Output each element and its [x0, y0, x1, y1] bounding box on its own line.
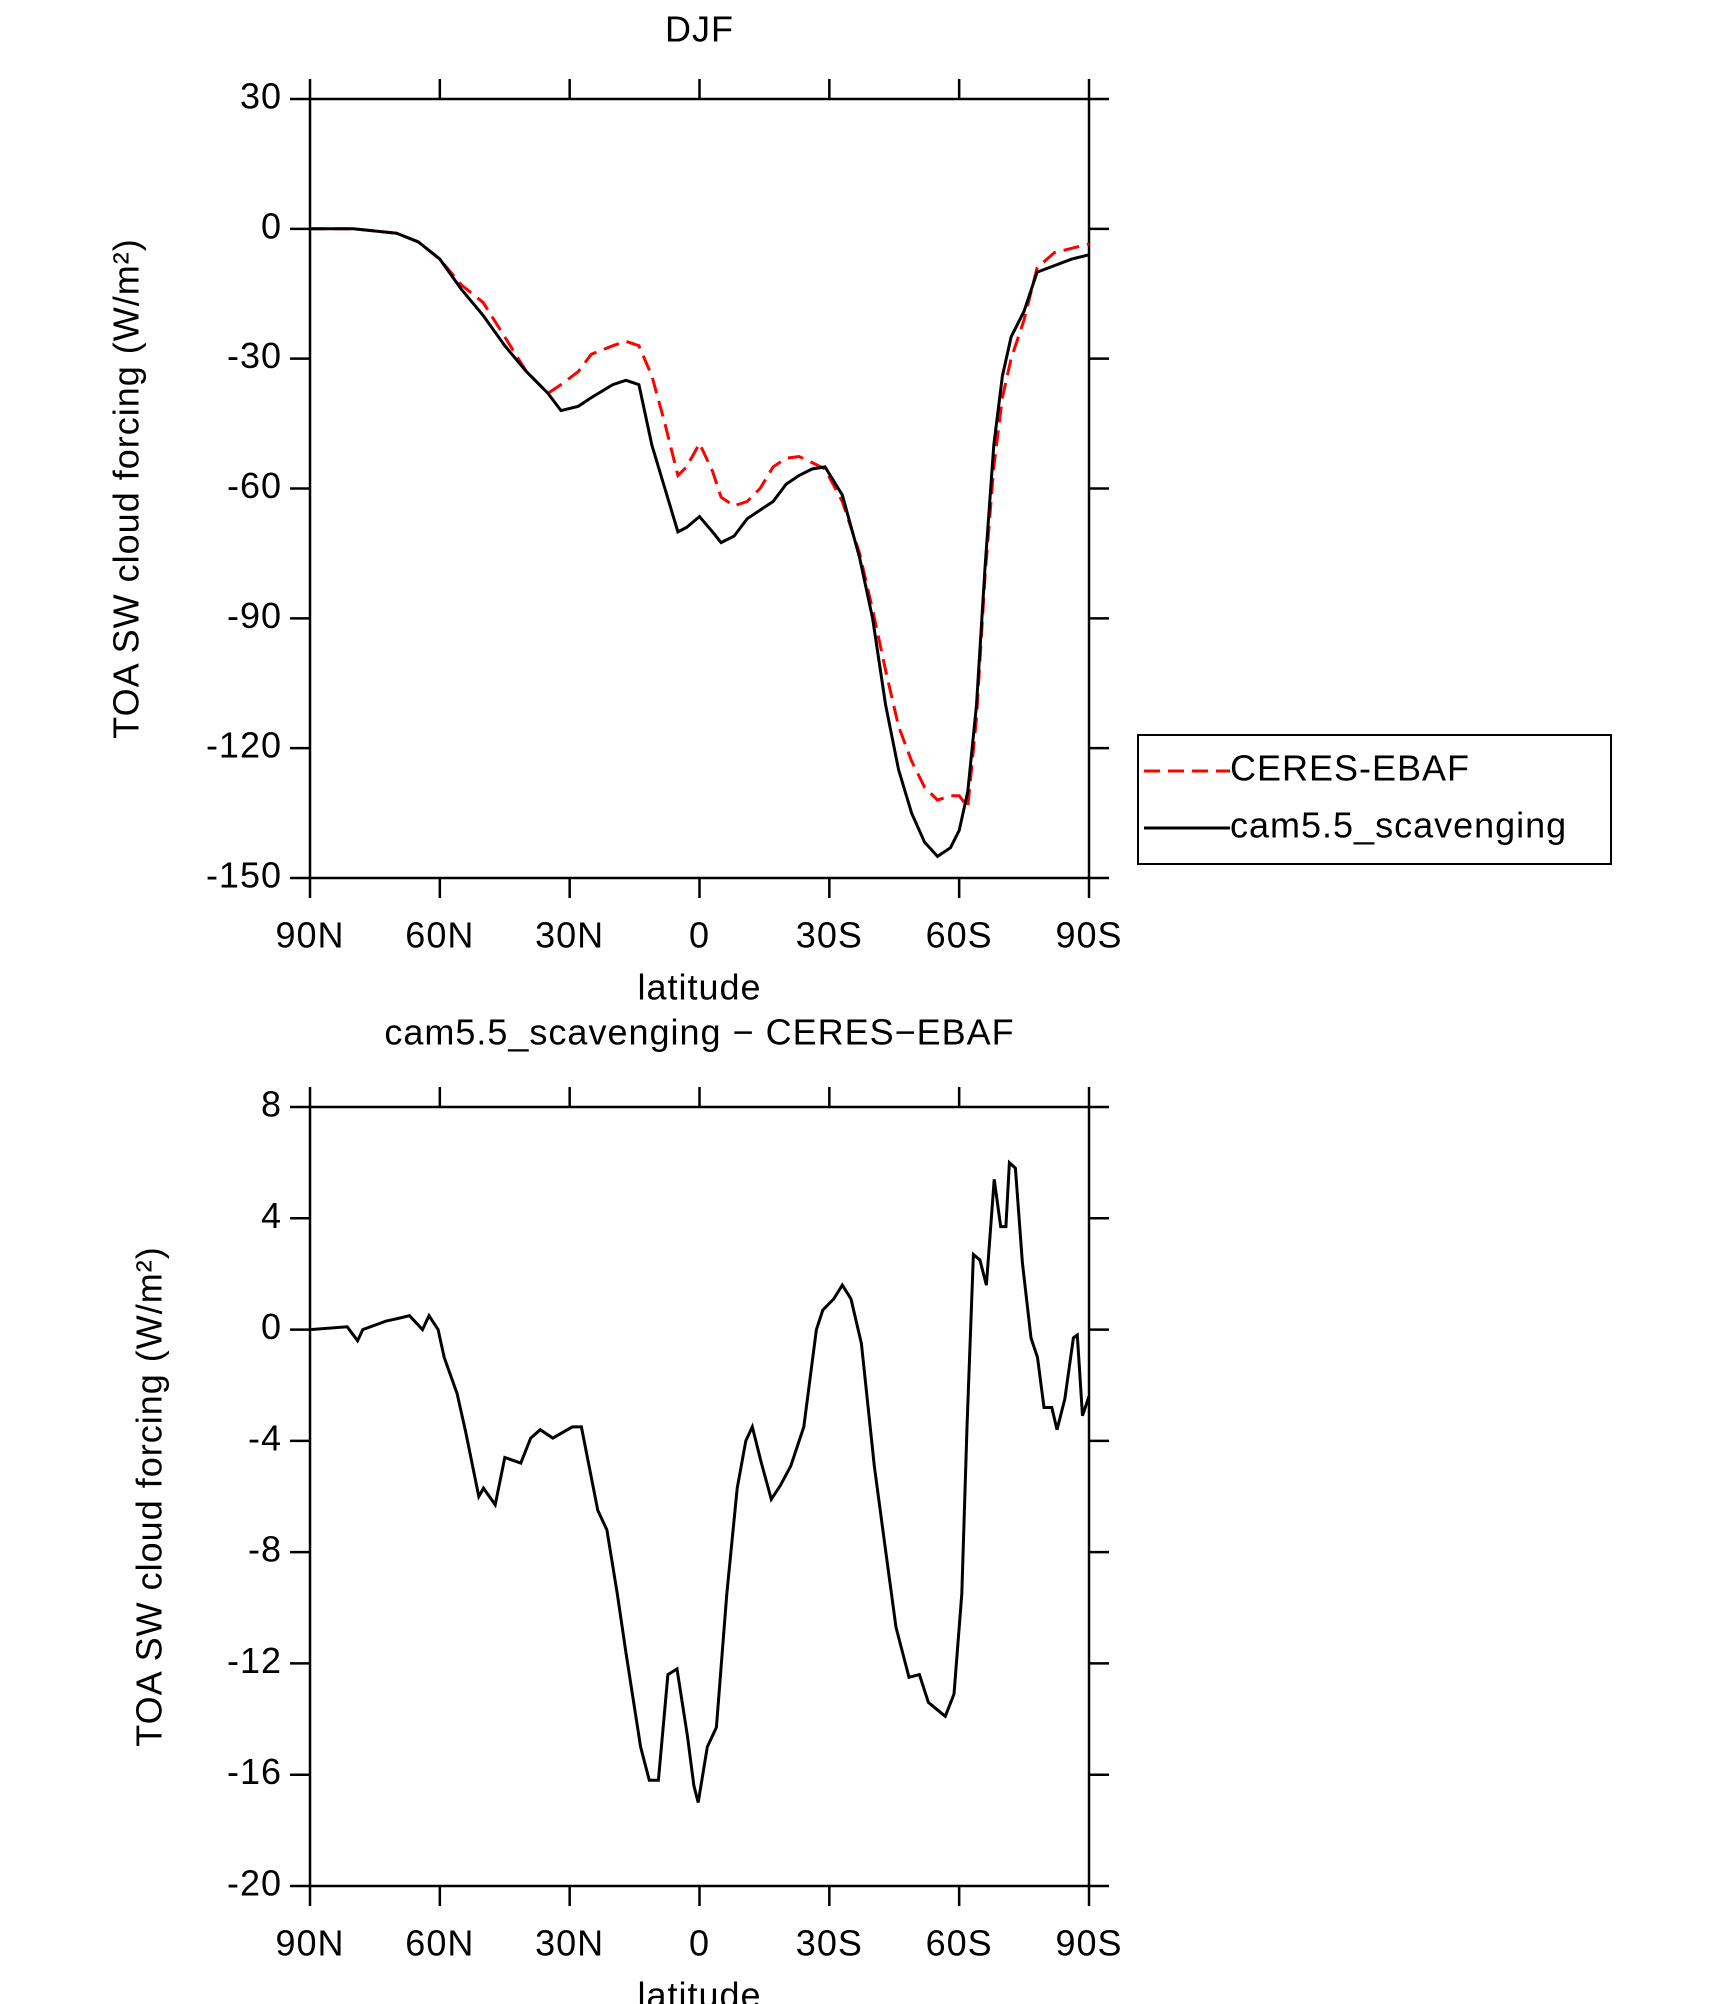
- y-tick-label: -150: [206, 855, 282, 896]
- legend-label: cam5.5_scavenging: [1230, 805, 1567, 846]
- y-tick-label: -4: [248, 1417, 282, 1458]
- y-tick-label: -60: [227, 465, 282, 506]
- y-tick-label: -8: [248, 1529, 282, 1570]
- y-tick-label: 8: [261, 1084, 282, 1125]
- y-tick-label: -90: [227, 595, 282, 636]
- x-tick-label: 0: [689, 1923, 710, 1964]
- series-line: [310, 227, 1090, 859]
- chart-title: DJF: [665, 9, 734, 50]
- legend-label: CERES-EBAF: [1230, 748, 1470, 789]
- x-tick-label: 60S: [926, 915, 993, 956]
- x-axis-label: latitude: [637, 967, 761, 1008]
- y-tick-label: -12: [227, 1640, 282, 1681]
- y-tick-label: -16: [227, 1751, 282, 1792]
- chart-title: cam5.5_scavenging − CERES−EBAF: [384, 1012, 1014, 1053]
- x-tick-label: 30N: [535, 915, 604, 956]
- y-tick-label: -30: [227, 335, 282, 376]
- y-tick-label: -120: [206, 725, 282, 766]
- y-axis-label: TOA SW cloud forcing (W/m²): [106, 238, 147, 738]
- y-tick-label: 0: [261, 205, 282, 246]
- x-tick-label: 30S: [796, 915, 863, 956]
- x-tick-label: 60S: [926, 1923, 993, 1964]
- legend-box: [1137, 734, 1612, 865]
- plot-frame: [308, 1105, 1091, 1888]
- x-tick-label: 30N: [535, 1923, 604, 1964]
- x-tick-label: 90S: [1055, 915, 1122, 956]
- series-line: [309, 1159, 1091, 1803]
- x-tick-label: 90S: [1055, 1923, 1122, 1964]
- x-tick-label: 0: [689, 915, 710, 956]
- x-tick-label: 30S: [796, 1923, 863, 1964]
- y-tick-label: 4: [261, 1195, 282, 1236]
- y-axis-label: TOA SW cloud forcing (W/m²): [129, 1246, 170, 1746]
- y-tick-label: 0: [261, 1306, 282, 1347]
- y-tick-label: -20: [227, 1863, 282, 1904]
- x-tick-label: 60N: [405, 1923, 474, 1964]
- y-tick-label: 30: [240, 76, 282, 117]
- x-tick-label: 90N: [275, 915, 344, 956]
- x-axis-label: latitude: [637, 1975, 761, 2004]
- x-tick-label: 60N: [405, 915, 474, 956]
- x-tick-label: 90N: [275, 1923, 344, 1964]
